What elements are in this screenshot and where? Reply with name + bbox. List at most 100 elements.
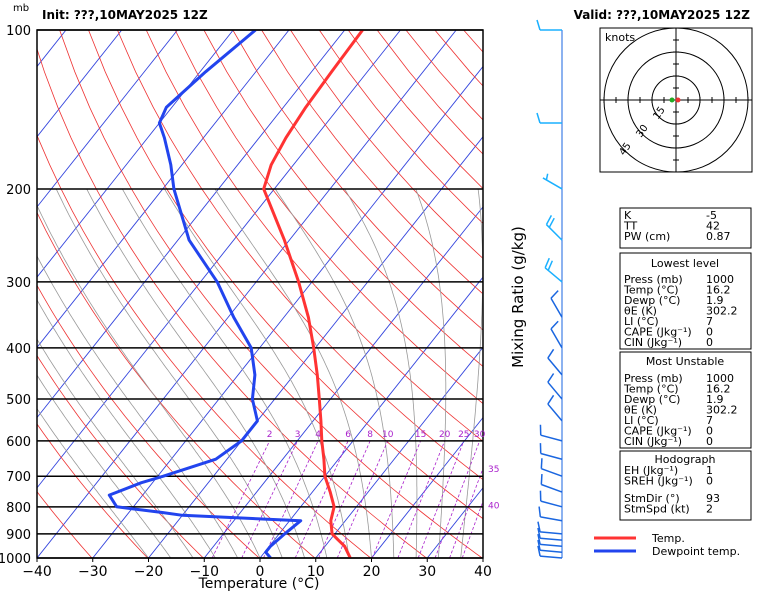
isotherm	[37, 30, 234, 278]
wind-barb-feather	[536, 112, 541, 124]
dry-adiabat	[174, 30, 483, 405]
x-tick-label: 20	[363, 564, 381, 580]
index-label: θE (K)	[624, 404, 657, 417]
wind-barb	[537, 533, 563, 547]
wind-barb	[537, 545, 563, 559]
wind-barb	[547, 373, 563, 400]
mixing-ratio-line	[449, 467, 483, 558]
y-tick-label: 300	[6, 276, 31, 291]
wind-barb	[536, 112, 562, 124]
legend-temp-label: Temp.	[651, 532, 685, 545]
index-value: -5	[706, 209, 717, 222]
wind-barb-feather	[537, 521, 541, 533]
index-label: CAPE (Jkg⁻¹)	[624, 425, 692, 438]
index-value: 1.9	[706, 294, 724, 307]
wind-barb-feather	[540, 458, 543, 469]
mixing-ratio-line	[371, 440, 421, 558]
wind-barb-half-feather	[545, 173, 549, 181]
isobars	[37, 29, 483, 559]
index-label: Dewp (°C)	[624, 294, 680, 307]
dry-adiabat	[37, 284, 260, 558]
y-tick-label: 700	[6, 470, 31, 485]
wind-barb-shaft	[540, 500, 563, 508]
isotherm	[203, 206, 483, 558]
y-tick-label: 100	[6, 24, 31, 39]
indices-box-hodograph	[619, 450, 752, 521]
index-label: LI (°C)	[624, 414, 659, 427]
wind-barb-feather	[550, 290, 559, 299]
wind-barb-shaft	[540, 434, 563, 442]
mixing-ratio-labels: 2 3 4 6 8 10 15 20 25 30 35 40	[267, 430, 500, 512]
init-label: Init: ???,10MAY2025 12Z	[42, 8, 208, 22]
background-lines	[37, 30, 483, 558]
isotherm	[37, 30, 346, 419]
lowest-level-title: Lowest level	[651, 257, 719, 270]
index-value: 7	[706, 414, 713, 427]
wind-barb-shaft	[540, 549, 563, 553]
index-label: TT	[623, 220, 638, 233]
mixing-ratio-label: 20	[439, 430, 451, 440]
dry-adiabat	[37, 423, 148, 558]
wind-barb-shaft	[540, 543, 563, 547]
index-label: CAPE (Jkg⁻¹)	[624, 326, 692, 339]
wind-barb-shaft	[547, 381, 563, 400]
dry-adiabat	[88, 30, 483, 520]
wind-barb-feather	[548, 217, 555, 228]
index-label: SREH (Jkg⁻¹)	[624, 475, 693, 488]
pressure-unit: mb	[13, 3, 29, 14]
temperature-profile	[262, 30, 364, 558]
mixing-ratio-line	[211, 440, 270, 558]
wind-barb-shaft	[550, 297, 563, 318]
wind-barb	[545, 215, 563, 241]
index-value: 1	[706, 464, 713, 477]
x-tick-label: −30	[78, 564, 108, 580]
isotherm	[371, 416, 483, 558]
x-tick-label: −20	[134, 564, 164, 580]
mixing-ratio-line	[241, 440, 298, 558]
x-tick-label: −10	[189, 564, 219, 580]
wind-barb-feather	[550, 320, 559, 330]
wind-barb-feather	[537, 539, 541, 551]
wind-barb	[537, 539, 563, 553]
index-value: 1.9	[706, 393, 724, 406]
wind-barb	[542, 173, 563, 190]
index-value: 2	[706, 503, 713, 516]
mixing-ratio-label: 3	[295, 430, 301, 440]
index-label: StmSpd (kt)	[624, 503, 690, 516]
index-label: θE (K)	[624, 305, 657, 318]
wind-barb-feather	[547, 373, 555, 383]
index-value: 1000	[706, 372, 734, 385]
isotherm	[315, 346, 483, 558]
y-tick-label: 1000	[0, 552, 31, 567]
isotherm	[37, 30, 401, 489]
wind-barb	[538, 506, 563, 522]
index-label: PW (cm)	[624, 230, 670, 243]
wind-barb	[540, 474, 563, 493]
wind-barb-feather	[536, 19, 541, 31]
dry-adiabat	[117, 30, 483, 481]
index-value: 16.2	[706, 284, 731, 297]
index-label: EH (Jkg⁻¹)	[624, 464, 678, 477]
index-value: 302.2	[706, 305, 738, 318]
plot-frame	[36, 29, 484, 559]
wind-barb-feather	[537, 545, 541, 557]
wind-barb-shaft	[540, 531, 563, 535]
index-value: 16.2	[706, 383, 731, 396]
most-unstable-title: Most Unstable	[646, 355, 725, 368]
moist-adiabat	[415, 188, 447, 558]
indices-box-top	[619, 207, 752, 249]
index-label: K	[624, 209, 632, 222]
index-label: Temp (°C)	[623, 284, 679, 297]
index-value: 0	[706, 336, 713, 349]
hodograph-unit: knots	[605, 31, 635, 44]
index-label: StmDir (°)	[624, 492, 680, 505]
hodograph-ticks	[603, 27, 749, 173]
mixing-ratio-label: 40	[488, 501, 500, 511]
index-value: 0	[706, 326, 713, 339]
y-tick-label: 800	[6, 501, 31, 516]
moist-adiabat	[37, 255, 239, 558]
wind-barb-feather	[540, 474, 543, 485]
index-value: 7	[706, 315, 713, 328]
dry-adiabat	[59, 30, 483, 558]
index-value: 1000	[706, 273, 734, 286]
